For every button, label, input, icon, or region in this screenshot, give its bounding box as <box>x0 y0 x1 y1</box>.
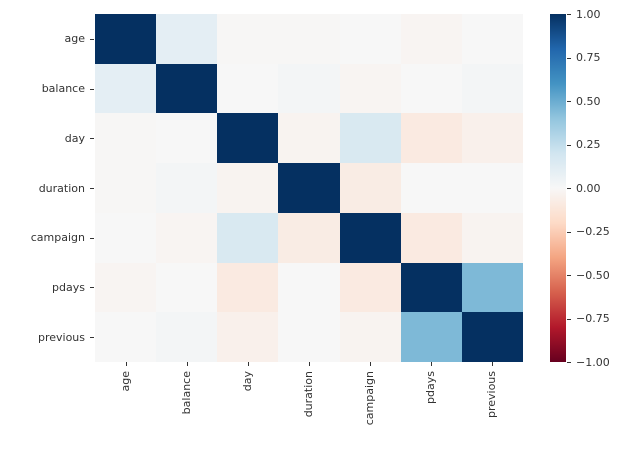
x-tick-mark <box>431 362 432 366</box>
x-tick-label-day: day <box>240 371 254 392</box>
heatmap-cell-age-duration <box>278 14 340 64</box>
y-tick-mark <box>90 287 94 288</box>
heatmap-cell-pdays-day <box>217 262 279 313</box>
colorbar-tick-mark <box>567 319 571 320</box>
x-tick-mark <box>126 362 127 366</box>
heatmap-cell-previous-balance <box>156 312 218 362</box>
heatmap-cell-age-previous <box>461 14 523 64</box>
heatmap-cell-balance-duration <box>278 63 340 114</box>
heatmap-cell-campaign-age <box>95 212 157 263</box>
y-tick-mark <box>90 89 94 90</box>
colorbar-tick-mark <box>567 14 571 15</box>
heatmap-cell-campaign-duration <box>278 212 340 263</box>
x-tick-mark <box>248 362 249 366</box>
heatmap-cell-duration-previous <box>461 163 523 213</box>
heatmap-cell-age-balance <box>156 14 218 64</box>
y-tick-label-pdays: pdays <box>52 280 85 294</box>
heatmap-cell-pdays-age <box>95 262 157 313</box>
y-tick-mark <box>90 188 94 189</box>
heatmap-cell-balance-balance <box>156 63 218 114</box>
x-tick-mark <box>492 362 493 366</box>
y-tick-mark <box>90 337 94 338</box>
heatmap-cell-day-balance <box>156 113 218 164</box>
y-tick-label-campaign: campaign <box>30 231 85 245</box>
x-tick-label-pdays: pdays <box>424 371 438 404</box>
y-tick-label-balance: balance <box>41 82 85 96</box>
colorbar-tick-mark <box>567 232 571 233</box>
colorbar-tick-mark <box>567 58 571 59</box>
y-tick-mark <box>90 138 94 139</box>
heatmap-cell-pdays-balance <box>156 262 218 313</box>
heatmap-cell-balance-day <box>217 63 279 114</box>
heatmap-cell-previous-age <box>95 312 157 362</box>
heatmap-cell-previous-pdays <box>400 312 462 362</box>
heatmap-cell-pdays-pdays <box>400 262 462 313</box>
x-tick-label-duration: duration <box>302 371 315 418</box>
heatmap-cell-campaign-day <box>217 212 279 263</box>
heatmap-cell-previous-previous <box>461 312 523 362</box>
x-tick-label-campaign: campaign <box>363 371 377 426</box>
colorbar-tick-label: −0.50 <box>576 268 610 282</box>
heatmap-grid <box>95 14 523 362</box>
heatmap-cell-day-age <box>95 113 157 164</box>
x-tick-mark <box>187 362 188 366</box>
heatmap-cell-age-pdays <box>400 14 462 64</box>
heatmap-cell-balance-previous <box>461 63 523 114</box>
x-tick-label-previous: previous <box>485 371 499 419</box>
heatmap-cell-pdays-campaign <box>339 262 401 313</box>
heatmap-cell-age-day <box>217 14 279 64</box>
heatmap-cell-day-previous <box>461 113 523 164</box>
heatmap-cell-balance-pdays <box>400 63 462 114</box>
heatmap-cell-pdays-duration <box>278 262 340 313</box>
heatmap-cell-campaign-balance <box>156 212 218 263</box>
y-tick-label-day: day <box>64 131 85 145</box>
x-tick-mark <box>370 362 371 366</box>
colorbar-tick-mark <box>567 362 571 363</box>
heatmap-cell-campaign-pdays <box>400 212 462 263</box>
heatmap-cell-campaign-campaign <box>339 212 401 263</box>
heatmap-cell-duration-age <box>95 163 157 213</box>
heatmap-cell-duration-campaign <box>339 163 401 213</box>
x-tick-mark <box>309 362 310 366</box>
colorbar-tick-mark <box>567 275 571 276</box>
heatmap-cell-day-duration <box>278 113 340 164</box>
colorbar <box>550 14 566 362</box>
heatmap-cell-age-campaign <box>339 14 401 64</box>
colorbar-tick-label: −1.00 <box>576 355 610 369</box>
heatmap-cell-day-pdays <box>400 113 462 164</box>
heatmap-cell-previous-duration <box>278 312 340 362</box>
colorbar-tick-label: −0.25 <box>576 225 610 238</box>
heatmap-cell-duration-balance <box>156 163 218 213</box>
heatmap-cell-balance-campaign <box>339 63 401 114</box>
heatmap-cell-previous-campaign <box>339 312 401 362</box>
heatmap-cell-duration-day <box>217 163 279 213</box>
colorbar-tick-label: 0.25 <box>576 138 601 151</box>
y-tick-label-age: age <box>64 32 86 46</box>
colorbar-tick-label: 0.50 <box>576 94 601 108</box>
y-tick-label-duration: duration <box>38 181 85 195</box>
colorbar-tick-label: 0.00 <box>576 181 601 195</box>
heatmap-cell-age-age <box>95 14 157 64</box>
heatmap-cell-day-campaign <box>339 113 401 164</box>
x-tick-label-balance: balance <box>179 371 193 415</box>
heatmap-cell-day-day <box>217 113 279 164</box>
colorbar-tick-mark <box>567 188 571 189</box>
y-tick-mark <box>90 39 94 40</box>
colorbar-tick-label: 1.00 <box>576 7 601 21</box>
x-tick-label-age: age <box>118 371 132 392</box>
colorbar-tick-label: 0.75 <box>576 51 601 64</box>
colorbar-tick-label: −0.75 <box>576 312 610 325</box>
heatmap-cell-duration-duration <box>278 163 340 213</box>
heatmap-cell-campaign-previous <box>461 212 523 263</box>
heatmap-cell-balance-age <box>95 63 157 114</box>
heatmap-cell-pdays-previous <box>461 262 523 313</box>
colorbar-tick-mark <box>567 145 571 146</box>
heatmap-cell-previous-day <box>217 312 279 362</box>
heatmap-cell-duration-pdays <box>400 163 462 213</box>
colorbar-tick-mark <box>567 101 571 102</box>
y-tick-mark <box>90 238 94 239</box>
y-tick-label-previous: previous <box>37 330 85 344</box>
